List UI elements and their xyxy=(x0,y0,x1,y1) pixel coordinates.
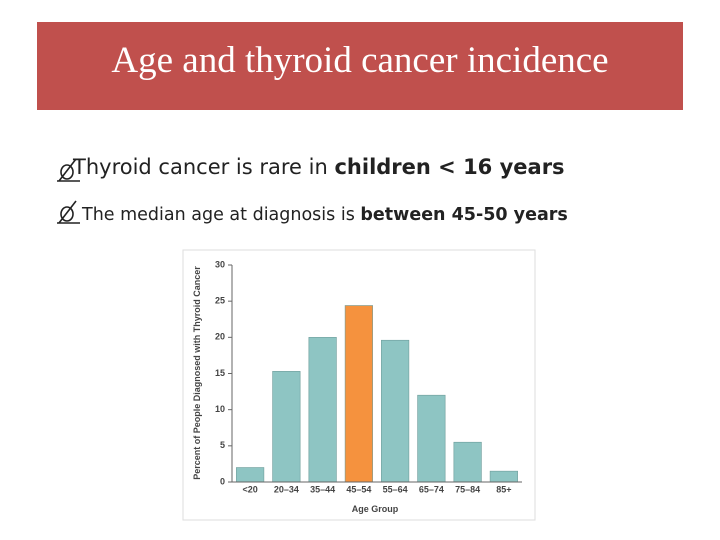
bullet-emphasis: between 45-50 years xyxy=(360,205,567,225)
bullet: The median age at diagnosis is between 4… xyxy=(81,205,568,225)
bar xyxy=(417,394,446,483)
x-tick-label: 35–44 xyxy=(310,484,335,494)
y-tick-label: 10 xyxy=(215,404,225,414)
bar xyxy=(344,305,373,483)
bar xyxy=(453,441,482,483)
bar xyxy=(308,337,337,483)
x-tick-label: 65–74 xyxy=(419,484,444,494)
bullet-text: The median age at diagnosis is xyxy=(81,205,360,225)
x-tick-label: 20–34 xyxy=(274,484,299,494)
bar xyxy=(236,467,265,483)
x-axis-label: Age Group xyxy=(352,504,399,514)
x-tick-label: 75–84 xyxy=(455,484,480,494)
y-axis-label: Percent of People Diagnosed with Thyroid… xyxy=(192,266,202,480)
y-tick-label: 20 xyxy=(215,332,225,342)
bar xyxy=(381,339,410,483)
y-tick-label: 30 xyxy=(215,259,225,269)
y-tick-label: 25 xyxy=(215,296,225,306)
slide-title: Age and thyroid cancer incidence xyxy=(111,40,608,81)
bar xyxy=(272,371,301,483)
bullet-text: Thyroid cancer is rare in xyxy=(72,155,334,179)
y-tick-label: 5 xyxy=(220,440,225,450)
y-tick-label: 15 xyxy=(215,368,225,378)
y-tick-label: 0 xyxy=(220,476,225,486)
bullet-icon xyxy=(57,200,80,224)
bullet-emphasis: children < 16 years xyxy=(334,155,564,179)
bullet: Thyroid cancer is rare in children < 16 … xyxy=(72,155,565,179)
x-tick-label: 45–54 xyxy=(346,484,371,494)
bullet-icon xyxy=(57,158,80,182)
x-tick-label: <20 xyxy=(242,484,257,494)
bar xyxy=(489,470,518,483)
title-bar xyxy=(37,22,683,110)
x-tick-label: 85+ xyxy=(496,484,511,494)
x-tick-label: 55–64 xyxy=(383,484,408,494)
